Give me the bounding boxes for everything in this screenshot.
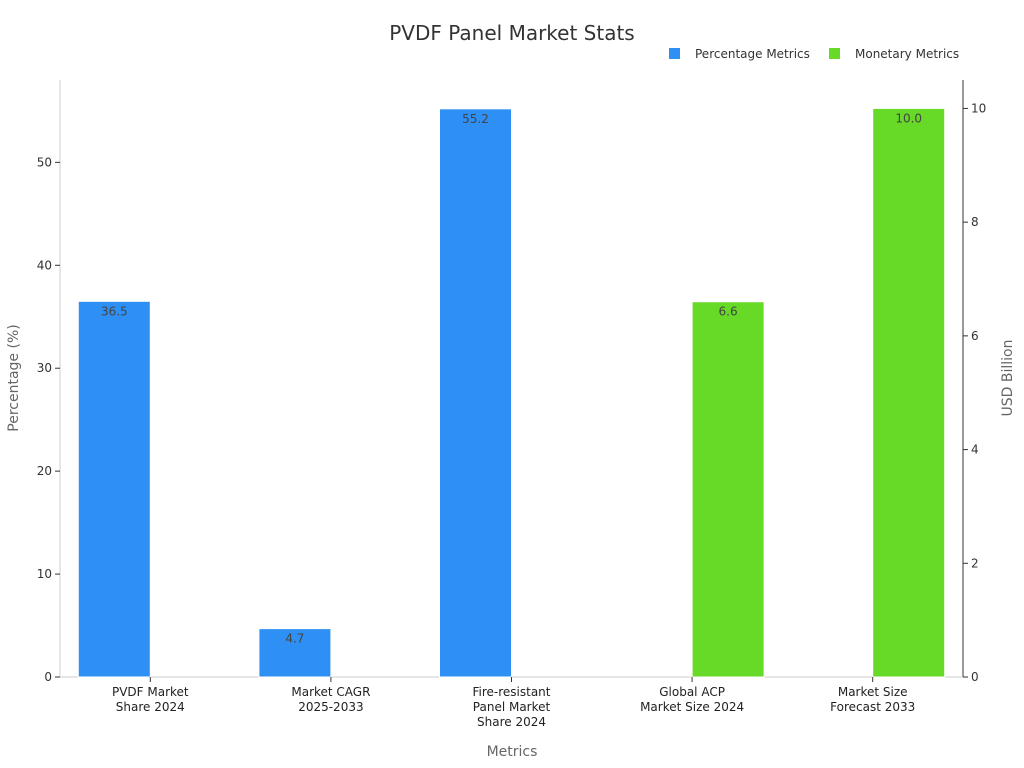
bar-value-label: 55.2 — [462, 112, 489, 126]
left-axis-title: Percentage (%) — [6, 324, 22, 431]
category-labels: PVDF Market Share 2024 Market CAGR 2025-203… — [112, 677, 915, 729]
right-tick-label: 4 — [971, 443, 979, 457]
category-label: PVDF Market Share 2024 — [112, 685, 189, 714]
bar — [439, 108, 512, 678]
bars — [77, 107, 946, 678]
data-labels: 36.5 4.7 55.2 6.6 10.0 — [101, 111, 922, 645]
left-tick-label: 30 — [37, 361, 52, 375]
right-axis-title: USD Billion — [1000, 340, 1016, 417]
legend: Percentage Metrics Monetary Metrics — [669, 47, 959, 61]
bar — [872, 107, 946, 678]
bar — [691, 301, 765, 678]
bar — [77, 300, 151, 678]
right-tick-label: 10 — [971, 101, 986, 115]
bar-value-label: 4.7 — [285, 632, 304, 646]
left-tick-label: 40 — [37, 258, 52, 272]
left-tick-label: 0 — [44, 670, 52, 684]
bar-value-label: 6.6 — [719, 305, 738, 319]
right-tick-label: 2 — [971, 556, 979, 570]
chart-title: PVDF Panel Market Stats — [389, 21, 634, 45]
left-axis-ticks: 0 10 20 30 40 50 — [37, 155, 60, 684]
left-tick-label: 10 — [37, 567, 52, 581]
right-tick-label: 6 — [971, 329, 979, 343]
right-axis-ticks: 0 2 4 6 8 10 — [963, 101, 986, 684]
left-tick-label: 20 — [37, 464, 52, 478]
right-tick-label: 8 — [971, 215, 979, 229]
bar — [258, 628, 332, 678]
category-label: Global ACP Market Size 2024 — [640, 685, 744, 714]
bar-value-label: 36.5 — [101, 304, 128, 318]
x-axis-title: Metrics — [487, 744, 538, 760]
legend-label: Monetary Metrics — [855, 47, 959, 61]
legend-swatch — [829, 48, 840, 59]
category-label: Market Size Forecast 2033 — [830, 685, 915, 714]
legend-label: Percentage Metrics — [695, 47, 810, 61]
bar-value-label: 10.0 — [895, 111, 922, 125]
left-tick-label: 50 — [37, 155, 52, 169]
right-tick-label: 0 — [971, 670, 979, 684]
legend-swatch — [669, 48, 680, 59]
category-label: Market CAGR 2025-2033 — [291, 685, 370, 714]
category-label: Fire-resistant Panel Market Share 2024 — [472, 685, 550, 729]
